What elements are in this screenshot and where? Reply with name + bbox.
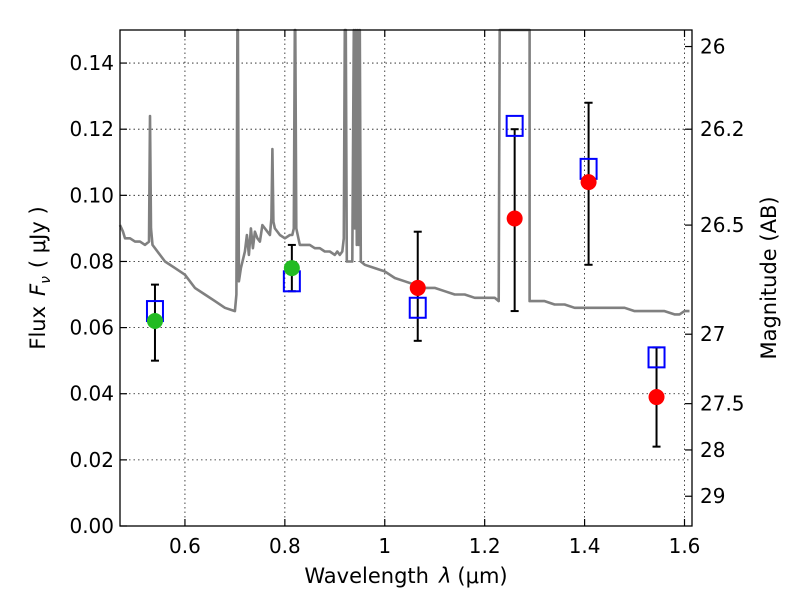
axis-ticks: 0.6 0.8 1 1.2 1.4 1.6 0.00 0.02 0.04 0.06 0.08 0.10… (69, 30, 745, 558)
y-tick-label: 0.04 (69, 382, 114, 406)
x-tick-label: 1 (378, 534, 391, 558)
y2-tick-label: 28 (700, 438, 725, 462)
y-tick-label: 0.10 (69, 183, 114, 207)
x-tick-label: 1.2 (469, 534, 501, 558)
x-axis-label: Wavelength λ (μm) (304, 564, 507, 588)
measured-flux-point (283, 260, 300, 277)
grid-lines (120, 30, 692, 526)
y-tick-label: 0.08 (69, 249, 114, 273)
y2-tick-label: 29 (700, 484, 725, 508)
measured-flux-point (409, 279, 426, 296)
y2-axis-label: Magnitude (AB) (757, 196, 781, 359)
x-tick-label: 1.6 (669, 534, 701, 558)
error-bars (150, 101, 661, 448)
y-axis-label: FluxFν( μJy ) (26, 206, 54, 349)
measured-flux-point (506, 210, 523, 227)
y2-tick-label: 26 (700, 35, 725, 59)
measured-flux-point (648, 389, 665, 406)
model-square-marker (408, 296, 427, 319)
y-tick-label: 0.14 (69, 51, 114, 75)
y2-tick-label: 27 (700, 322, 725, 346)
x-tick-label: 0.6 (169, 534, 201, 558)
y-tick-label: 0.12 (69, 117, 114, 141)
y2-tick-label: 26.2 (700, 117, 745, 141)
y2-tick-label: 26.5 (700, 213, 745, 237)
model-square-marker (505, 114, 524, 137)
measured-flux-point (146, 312, 163, 329)
spectrum-line (118, 28, 690, 316)
model-square-marker (647, 346, 666, 369)
y-tick-label: 0.06 (69, 316, 114, 340)
y2-tick-label: 27.5 (700, 392, 745, 416)
x-tick-label: 0.8 (269, 534, 301, 558)
x-tick-label: 1.4 (569, 534, 601, 558)
measured-flux-point (580, 174, 597, 191)
data-markers (145, 114, 666, 406)
y-tick-label: 0.00 (69, 514, 114, 538)
model-spectrum-layer (118, 28, 690, 316)
plot-frame (119, 29, 693, 527)
y-tick-label: 0.02 (69, 448, 114, 472)
